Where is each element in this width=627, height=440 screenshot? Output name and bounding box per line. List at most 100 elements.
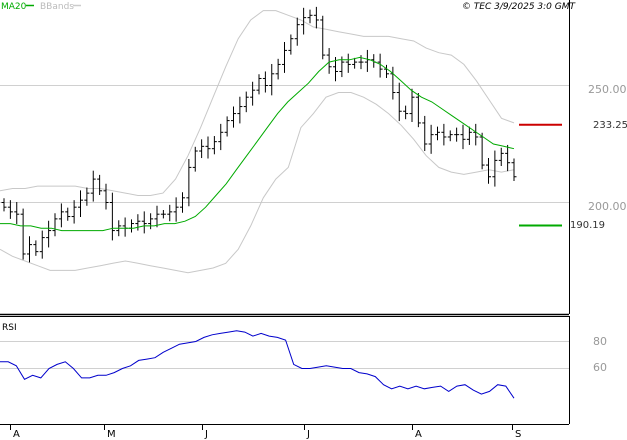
bollinger-bands xyxy=(0,10,515,274)
ohlc-bar xyxy=(52,213,58,237)
ohlc-bar xyxy=(186,158,192,207)
bbands-lower-line xyxy=(0,92,515,274)
ohlc-bar xyxy=(364,49,370,72)
ohlc-bar xyxy=(345,53,351,73)
ohlc-bar xyxy=(65,207,71,221)
ohlc-bar xyxy=(435,126,440,141)
rsi-title: RSI xyxy=(2,323,17,333)
ohlc-bar xyxy=(243,91,249,113)
ohlc-bar xyxy=(231,106,236,128)
ma20-line xyxy=(0,56,515,232)
ohlc-bar xyxy=(250,81,256,106)
ohlc-bar xyxy=(218,123,224,151)
x-axis-label: A xyxy=(13,429,20,440)
ohlc-bar xyxy=(447,130,453,142)
ohlc-bar xyxy=(307,9,313,24)
ohlc-bar xyxy=(384,64,389,79)
ohlc-bar xyxy=(46,220,52,248)
rsi-line xyxy=(0,330,515,399)
ohlc-bar xyxy=(148,213,154,230)
ohlc-bar xyxy=(141,211,147,234)
ohlc-bar xyxy=(154,205,160,228)
ohlc-bar xyxy=(473,123,479,146)
ohlc-bar xyxy=(454,127,460,142)
ohlc-bar xyxy=(39,230,45,259)
ohlc-bar xyxy=(460,124,466,150)
x-axis-label: J xyxy=(204,429,208,440)
ohlc-bar xyxy=(14,202,20,225)
ohlc-bar xyxy=(256,74,262,95)
ohlc-bar xyxy=(211,136,217,155)
ohlc-bar xyxy=(396,82,402,122)
ohlc-bar xyxy=(326,48,332,74)
ohlc-bar xyxy=(301,7,307,35)
ohlc-bar xyxy=(167,204,173,222)
rsi-tick-80: 80 xyxy=(593,335,607,348)
ohlc-bar xyxy=(160,209,166,219)
ohlc-bar xyxy=(7,200,13,219)
ohlc-bar xyxy=(492,150,498,187)
ohlc-bar xyxy=(97,174,103,196)
ohlc-bar xyxy=(511,158,517,181)
ohlc-bar xyxy=(498,147,504,166)
ohlc-bar xyxy=(466,126,472,145)
ohlc-bar xyxy=(275,58,281,80)
support-level-label: 190.19 xyxy=(570,220,605,231)
ohlc-bar xyxy=(20,208,26,260)
ohlc-bar xyxy=(403,105,409,120)
ohlc-bar xyxy=(422,115,428,152)
ohlc-bar xyxy=(205,136,211,159)
ohlc-bar xyxy=(129,219,134,233)
ohlc-bar xyxy=(479,132,485,170)
ohlc-bar xyxy=(33,240,39,256)
ma20-legend: MA20 xyxy=(1,2,27,12)
ohlc-bar xyxy=(224,116,230,137)
ohlc-bar xyxy=(428,124,434,154)
ohlc-bar xyxy=(1,198,7,212)
bbands-upper-line xyxy=(0,10,515,196)
ohlc-bar xyxy=(173,197,179,222)
ohlc-bar xyxy=(441,123,447,146)
ohlc-bar xyxy=(58,203,64,228)
ohlc-bar xyxy=(377,53,383,78)
ohlc-bar xyxy=(103,183,109,210)
ohlc-bar xyxy=(84,187,90,206)
price-tick-200: 200.00 xyxy=(588,200,627,213)
rsi-tick-60: 60 xyxy=(593,361,607,374)
ohlc-bar xyxy=(486,158,491,184)
x-axis-label: J xyxy=(306,429,310,440)
ohlc-bar xyxy=(352,57,358,69)
ohlc-bar xyxy=(180,192,185,213)
x-axis-label: M xyxy=(107,429,116,440)
ohlc-bar xyxy=(199,139,205,159)
ma20-layer xyxy=(0,56,515,232)
ohlc-bar xyxy=(313,6,319,29)
ohlc-bars xyxy=(1,6,517,263)
ohlc-bar xyxy=(505,144,511,172)
ohlc-bar xyxy=(27,236,32,263)
x-axis-label: A xyxy=(415,429,422,440)
ohlc-bar xyxy=(415,92,421,128)
copyright-stamp: © TEC 3/9/2025 3:0 GMT xyxy=(462,2,577,12)
ohlc-bar xyxy=(237,96,243,124)
ohlc-bar xyxy=(269,63,275,96)
ohlc-bar xyxy=(109,192,115,241)
ohlc-bar xyxy=(78,190,83,218)
ohlc-bar xyxy=(71,200,77,224)
x-axis-label: S xyxy=(515,429,521,440)
ohlc-bar xyxy=(294,17,300,46)
ohlc-bar xyxy=(320,15,326,60)
ohlc-bar xyxy=(282,41,287,73)
ohlc-bar xyxy=(122,217,128,237)
rsi-layer xyxy=(0,330,515,399)
ohlc-bar xyxy=(288,34,294,55)
price-tick-250: 250.00 xyxy=(588,83,627,96)
ohlc-bar xyxy=(262,71,268,93)
resistance-level-label: 233.25 xyxy=(593,120,627,131)
ohlc-bar xyxy=(192,146,198,172)
ohlc-bar xyxy=(135,214,141,231)
bbands-legend: BBands xyxy=(40,2,74,12)
ohlc-bar xyxy=(409,88,415,123)
